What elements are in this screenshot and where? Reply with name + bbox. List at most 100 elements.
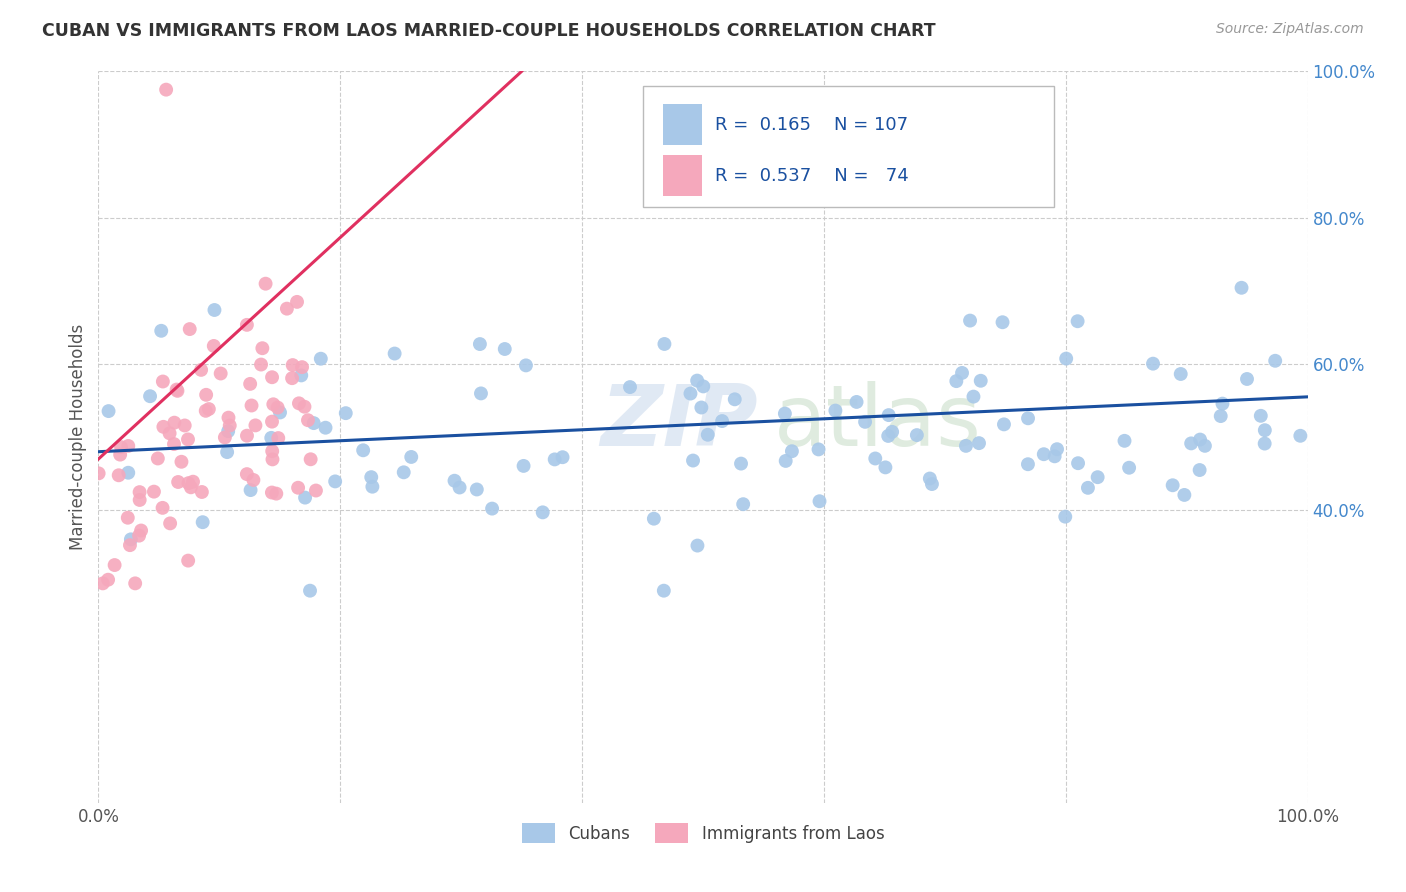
Point bbox=[692, 379, 714, 393]
Point bbox=[179, 322, 201, 336]
Point bbox=[91, 576, 114, 591]
Point bbox=[1230, 281, 1253, 295]
Point bbox=[239, 376, 262, 391]
Point bbox=[807, 442, 830, 457]
Point bbox=[218, 410, 240, 425]
Point bbox=[679, 386, 702, 401]
Point bbox=[1161, 478, 1184, 492]
Point bbox=[335, 406, 357, 420]
Point bbox=[177, 433, 200, 447]
Point bbox=[875, 460, 897, 475]
Point bbox=[202, 339, 225, 353]
Point bbox=[512, 458, 534, 473]
Point bbox=[290, 368, 312, 383]
Point bbox=[643, 511, 665, 525]
Point bbox=[285, 294, 308, 309]
Point bbox=[128, 528, 150, 542]
Point bbox=[267, 431, 290, 445]
Point bbox=[287, 481, 309, 495]
FancyBboxPatch shape bbox=[664, 155, 702, 195]
Point bbox=[1170, 367, 1192, 381]
Point bbox=[191, 515, 214, 529]
Point bbox=[281, 358, 304, 372]
Point bbox=[993, 417, 1015, 432]
Point bbox=[150, 324, 173, 338]
Point bbox=[1032, 447, 1054, 461]
Point bbox=[1236, 372, 1258, 386]
Point bbox=[1211, 397, 1233, 411]
Point bbox=[128, 492, 150, 507]
Point bbox=[1043, 450, 1066, 464]
Point bbox=[1046, 442, 1069, 457]
Point bbox=[962, 390, 984, 404]
Point bbox=[260, 431, 283, 445]
Point bbox=[970, 374, 993, 388]
FancyBboxPatch shape bbox=[664, 104, 702, 145]
Point bbox=[544, 452, 567, 467]
Point bbox=[191, 485, 214, 500]
Point bbox=[173, 418, 195, 433]
Point bbox=[1066, 314, 1088, 328]
Point bbox=[905, 428, 928, 442]
Point bbox=[773, 407, 796, 421]
Point bbox=[711, 414, 734, 428]
Point bbox=[1077, 481, 1099, 495]
Point bbox=[1250, 409, 1272, 423]
Point bbox=[152, 420, 174, 434]
Point bbox=[204, 303, 226, 318]
Point bbox=[853, 415, 876, 429]
Point bbox=[128, 485, 150, 500]
Point bbox=[302, 416, 325, 430]
Point bbox=[551, 450, 574, 465]
Point bbox=[260, 485, 283, 500]
Point bbox=[299, 452, 322, 467]
Point bbox=[117, 510, 139, 524]
Point bbox=[845, 395, 868, 409]
Point bbox=[877, 429, 900, 443]
Point bbox=[159, 516, 181, 531]
Point bbox=[177, 553, 200, 567]
Point bbox=[181, 475, 204, 489]
Point bbox=[163, 437, 186, 451]
Point bbox=[1118, 460, 1140, 475]
FancyBboxPatch shape bbox=[643, 86, 1053, 207]
Point bbox=[955, 439, 977, 453]
Point bbox=[361, 480, 384, 494]
Text: R =  0.537    N =   74: R = 0.537 N = 74 bbox=[716, 167, 908, 185]
Point bbox=[108, 448, 131, 462]
Point bbox=[120, 533, 142, 547]
Point bbox=[1264, 353, 1286, 368]
Point bbox=[250, 358, 273, 372]
Point bbox=[1114, 434, 1136, 448]
Point bbox=[129, 524, 152, 538]
Point bbox=[266, 486, 288, 500]
Point bbox=[309, 351, 332, 366]
Point bbox=[1017, 411, 1039, 425]
Point bbox=[1254, 423, 1277, 437]
Point bbox=[104, 558, 127, 572]
Point bbox=[733, 497, 755, 511]
Point bbox=[139, 389, 162, 403]
Point bbox=[262, 397, 284, 411]
Point bbox=[1054, 351, 1077, 366]
Point bbox=[87, 467, 110, 481]
Point bbox=[252, 341, 274, 355]
Point bbox=[465, 483, 488, 497]
Point bbox=[921, 477, 943, 491]
Point bbox=[294, 400, 316, 414]
Point bbox=[155, 83, 177, 97]
Point bbox=[142, 484, 165, 499]
Point bbox=[159, 426, 181, 441]
Point bbox=[1142, 357, 1164, 371]
Text: ZIP: ZIP bbox=[600, 381, 758, 464]
Point bbox=[360, 470, 382, 484]
Point bbox=[1180, 436, 1202, 450]
Point bbox=[945, 374, 967, 388]
Point bbox=[254, 277, 277, 291]
Point bbox=[269, 405, 291, 419]
Point bbox=[1289, 429, 1312, 443]
Point bbox=[198, 402, 221, 417]
Point bbox=[652, 583, 675, 598]
Point bbox=[950, 366, 973, 380]
Point bbox=[167, 475, 190, 489]
